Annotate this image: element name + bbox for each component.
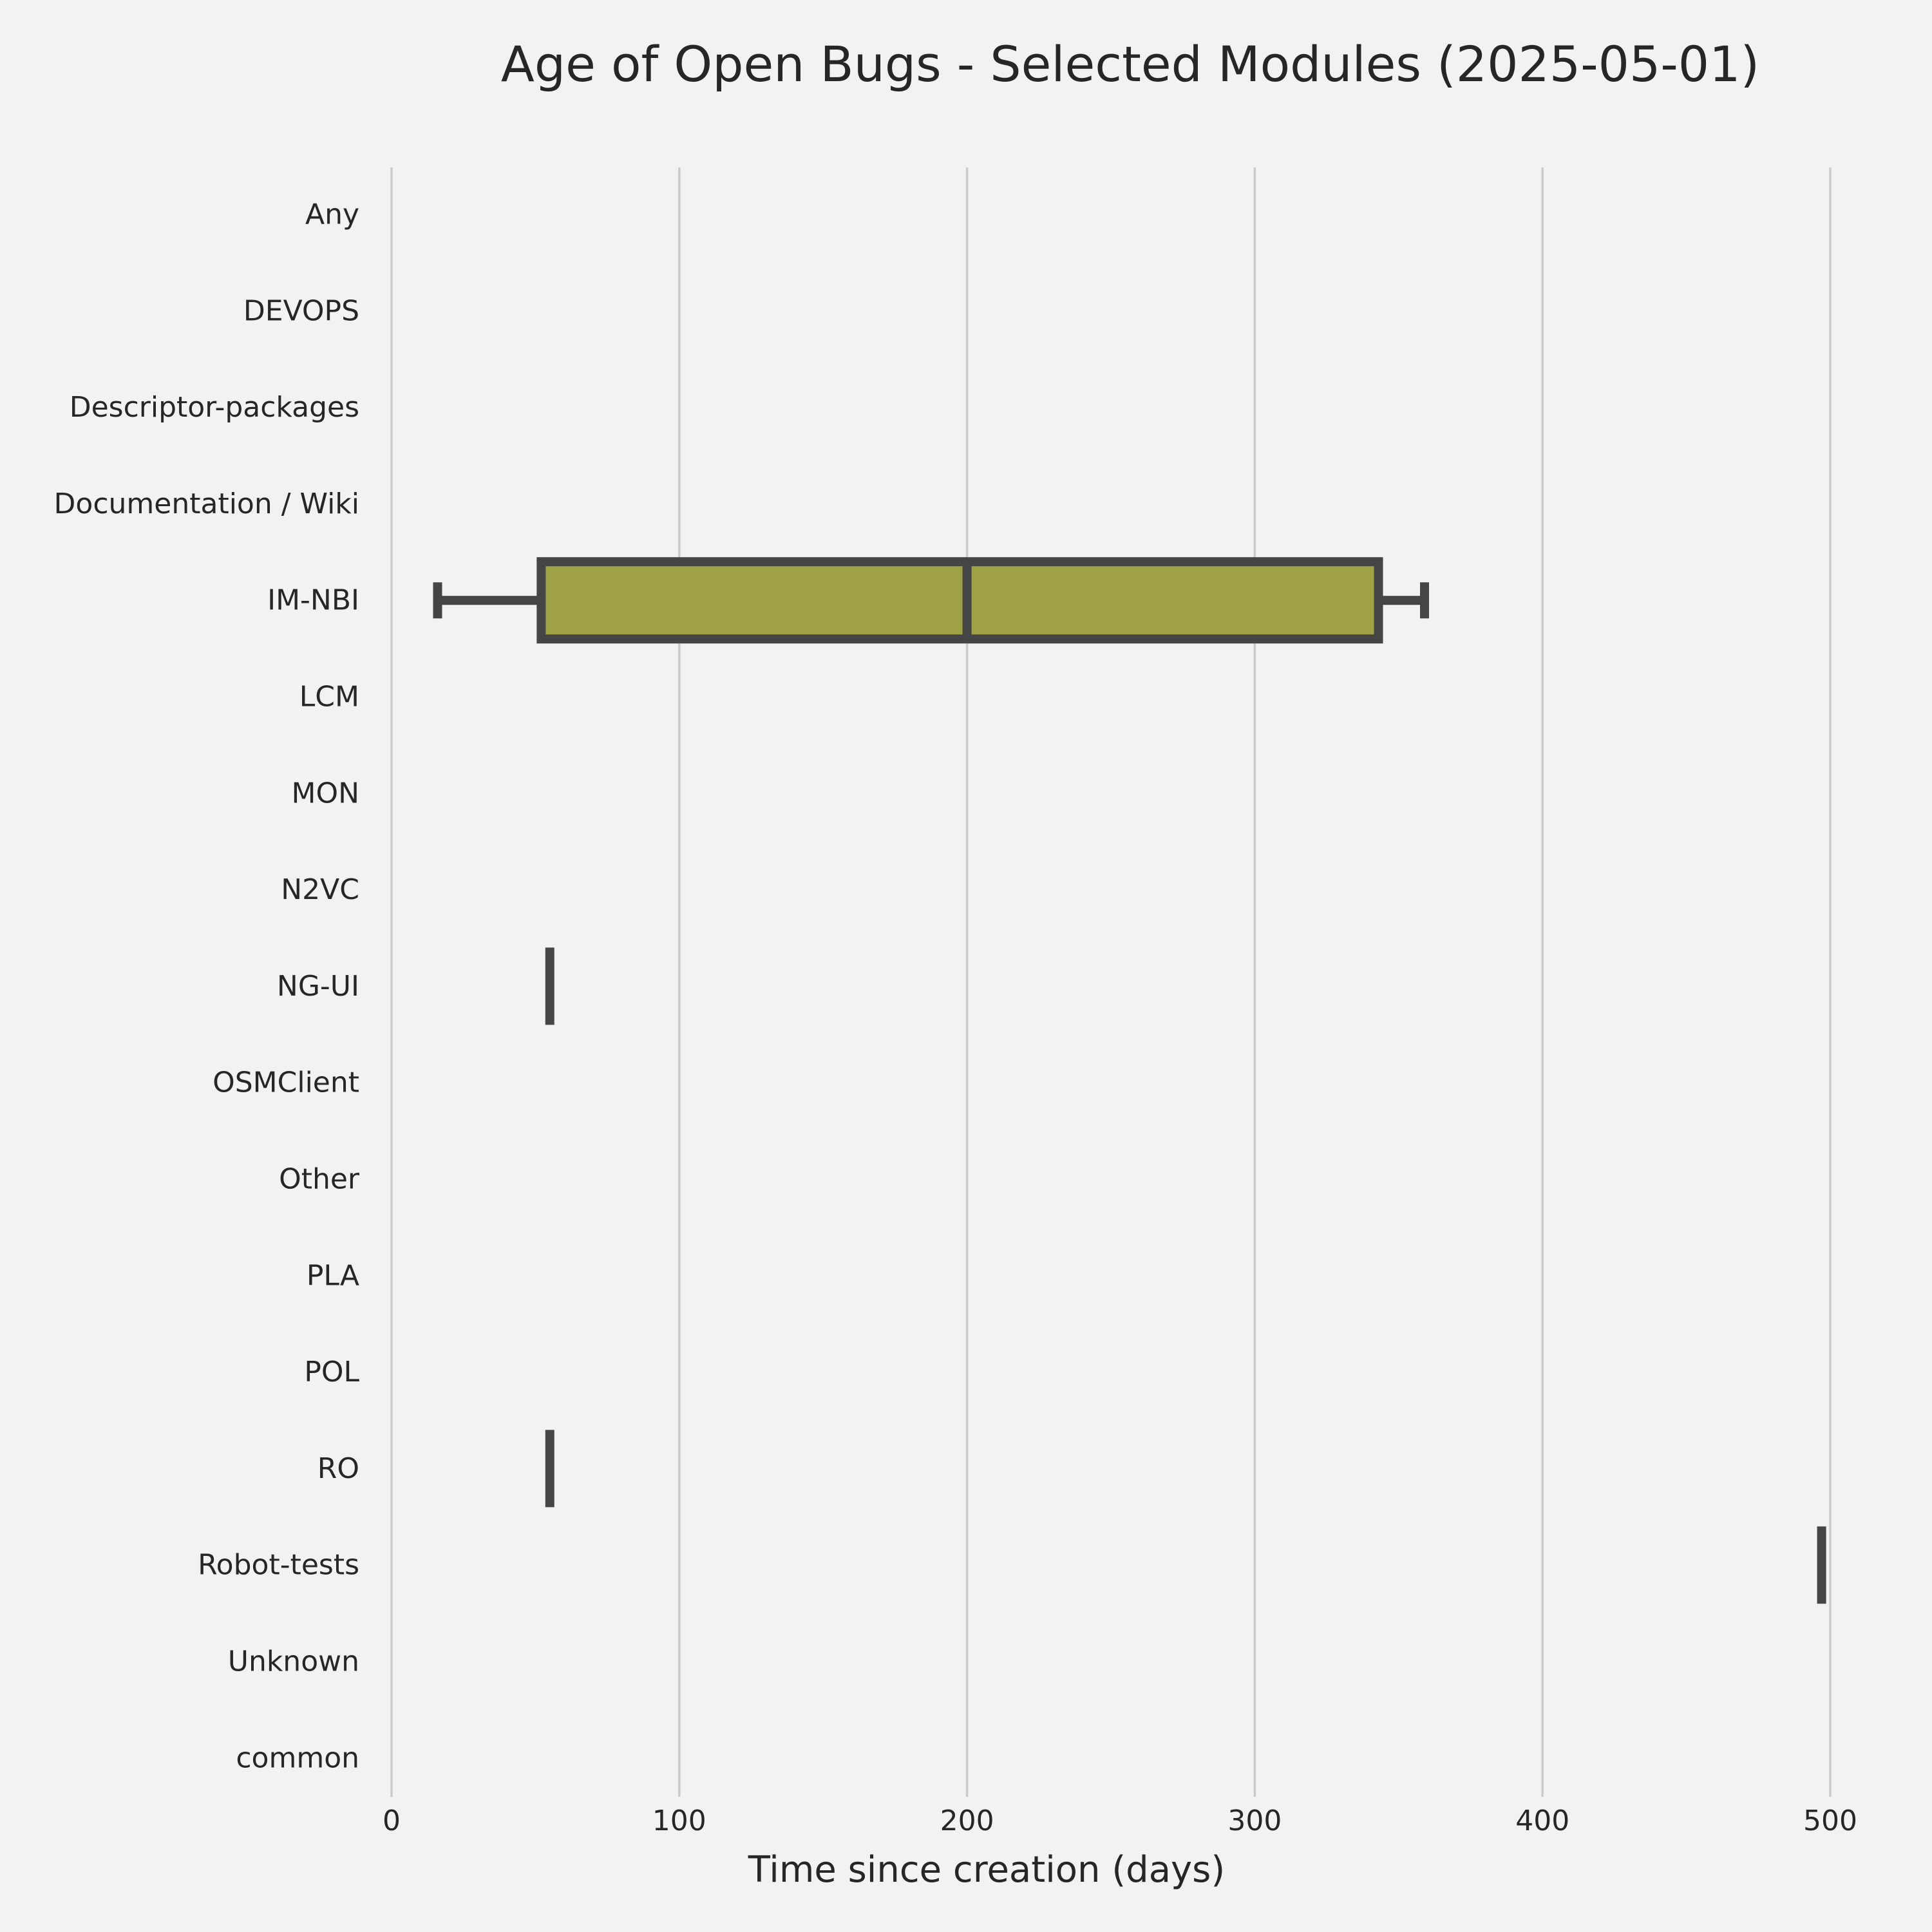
category-label-mon: MON (291, 777, 359, 810)
box-im-nbi (433, 557, 1430, 644)
category-labels: Any DEVOPS Descriptor-packages Documentatio… (54, 198, 360, 1775)
category-label-pla: PLA (307, 1259, 359, 1292)
category-label-lcm: LCM (299, 681, 359, 714)
boxes (433, 557, 1826, 1604)
box-rect-im-nbi (536, 557, 1383, 644)
category-label-descriptor-packages: Descriptor-packages (70, 391, 359, 424)
x-axis-label: Time since creation (days) (748, 1849, 1225, 1891)
category-label-im-nbi: IM-NBI (267, 584, 359, 617)
x-tick-label-500: 500 (1803, 1804, 1857, 1837)
category-label-devops: DEVOPS (243, 294, 359, 327)
category-label-other: Other (279, 1163, 360, 1196)
category-label-n2vc: N2VC (281, 873, 359, 906)
category-label-ng-ui: NG-UI (277, 970, 359, 1003)
x-tick-label-200: 200 (940, 1804, 994, 1837)
category-label-pol: POL (304, 1356, 359, 1388)
x-tick-labels: 0 100 200 300 400 500 (383, 1804, 1857, 1837)
category-label-documentation-wiki: Documentation / Wiki (54, 488, 359, 520)
chart-title: Age of Open Bugs - Selected Modules (202… (501, 35, 1759, 93)
x-tick-label-400: 400 (1515, 1804, 1569, 1837)
x-tick-label-0: 0 (383, 1804, 401, 1837)
category-label-ro: RO (317, 1452, 359, 1485)
category-label-osmclient: OSMClient (213, 1066, 359, 1099)
category-label-common: common (236, 1741, 359, 1774)
x-tick-label-100: 100 (652, 1804, 706, 1837)
category-label-unknown: Unknown (228, 1645, 359, 1678)
category-label-robot-tests: Robot-tests (198, 1549, 359, 1582)
x-tick-label-300: 300 (1227, 1804, 1282, 1837)
grid-lines (390, 167, 1832, 1797)
category-label-any: Any (305, 198, 359, 231)
